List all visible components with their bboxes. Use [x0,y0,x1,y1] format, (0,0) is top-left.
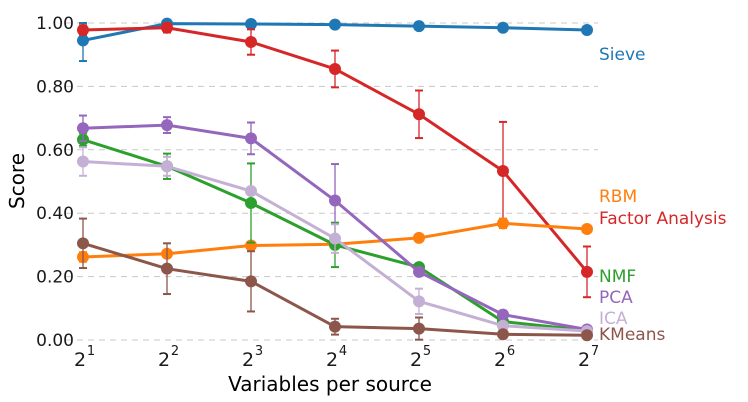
x-tick-label: 2 [158,349,170,371]
data-point [245,17,257,30]
x-tick-exponent: 1 [87,344,95,359]
data-point [77,23,89,36]
data-point [581,329,593,342]
x-tick-exponent: 2 [171,344,179,359]
data-point [497,21,509,34]
series-label-ica: ICA [599,309,628,329]
series-label-pca: PCA [599,288,633,308]
data-point [77,122,89,135]
data-point [245,132,257,145]
data-point [497,328,509,341]
x-tick-label: 2 [410,349,422,371]
y-tick-label: 0.00 [36,331,74,351]
y-tick-label: 0.40 [36,204,74,224]
x-tick-label: 2 [326,349,338,371]
data-point [581,223,593,236]
data-point [245,197,257,210]
series-group [77,17,593,342]
data-point [77,237,89,250]
series-label-kmeans: KMeans [599,325,665,345]
y-tick-label: 0.60 [36,141,74,161]
data-point [581,23,593,36]
x-tick-label: 2 [242,349,254,371]
series-ica [77,146,593,338]
data-point [413,231,425,244]
data-point [161,119,173,132]
x-tick-label: 2 [74,349,86,371]
x-tick-exponent: 5 [423,344,431,359]
data-point [329,232,341,245]
data-point [329,194,341,207]
series-kmeans [77,217,593,342]
y-axis-ticks: 0.00 0.20 0.40 0.60 0.80 1.00 [36,14,74,351]
x-tick-exponent: 3 [255,344,263,359]
x-tick-exponent: 4 [339,344,347,359]
x-axis-title: Variables per source [228,372,432,396]
data-point [161,21,173,34]
data-point [161,160,173,173]
data-point [245,275,257,288]
x-tick-exponent: 7 [591,344,599,359]
series-label-rbm: RBM [599,187,637,207]
data-point [77,155,89,168]
data-point [329,18,341,31]
series-pca [77,114,593,336]
y-tick-label: 0.80 [36,77,74,97]
y-tick-label: 0.20 [36,268,74,288]
data-point [161,262,173,275]
series-label-nmf: NMF [599,267,636,287]
data-point [329,320,341,333]
y-tick-label: 1.00 [36,14,74,34]
data-point [413,265,425,278]
data-point [413,20,425,33]
data-point [77,34,89,47]
x-tick-label: 2 [578,349,590,371]
data-point [497,217,509,230]
series-label-factor-analysis: Factor Analysis [599,209,727,229]
x-tick-exponent: 6 [507,344,515,359]
data-point [245,185,257,198]
data-point [497,308,509,321]
data-point [245,36,257,49]
data-point [413,295,425,308]
y-axis-title: Score [5,153,29,209]
x-tick-label: 2 [494,349,506,371]
data-point [413,322,425,335]
data-point [581,265,593,278]
series-label-sieve: Sieve [599,45,646,65]
data-point [497,165,509,178]
data-point [413,108,425,121]
data-point [497,319,509,332]
data-point [329,62,341,75]
